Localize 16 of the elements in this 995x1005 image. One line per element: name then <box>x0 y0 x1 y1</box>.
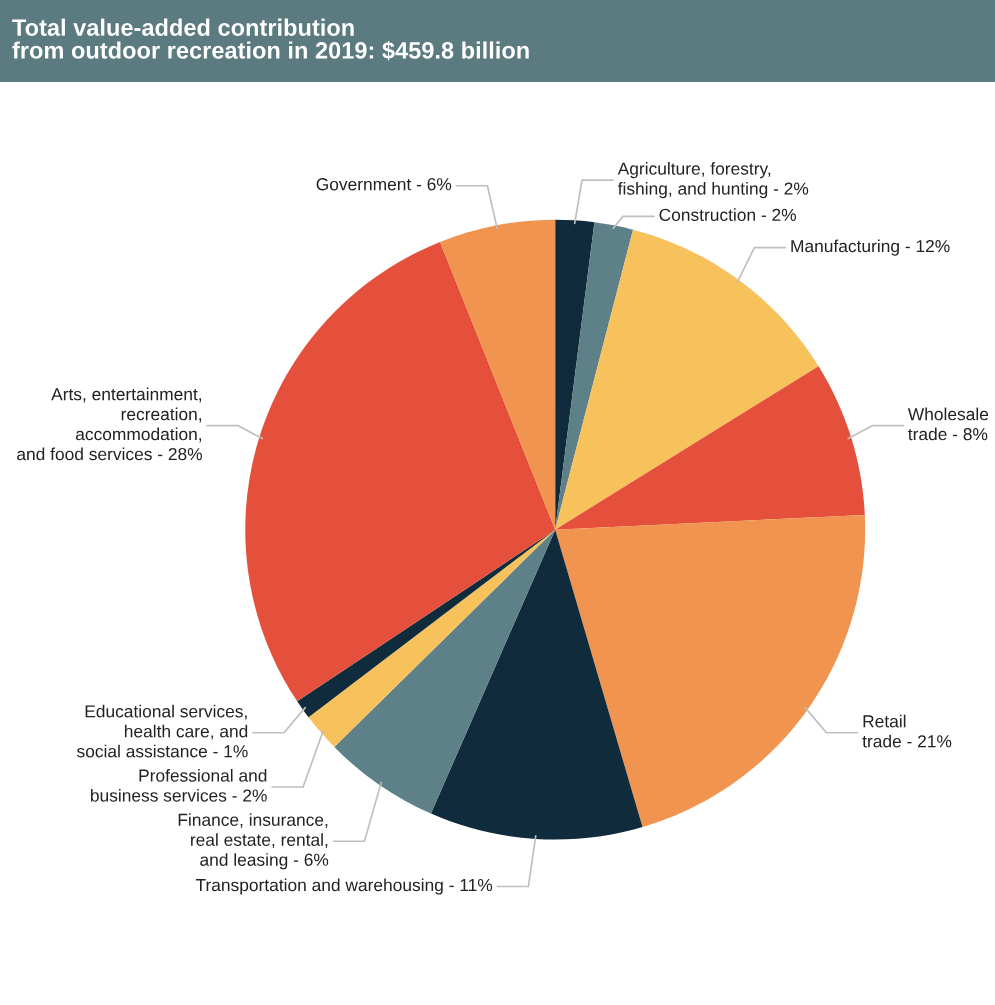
slice-label: Retail trade - 21% <box>862 714 952 748</box>
slice-label: Finance, insurance, real estate, rental, and leasing - 6% <box>178 813 329 870</box>
slice-label: Agriculture, forestry, fishing, and hunting - 2% <box>617 162 809 199</box>
slice-label: Arts, entertainment, recreation, accommodation, and food services - 28% <box>17 387 202 461</box>
slice-label: Construction - 2% <box>659 208 797 222</box>
slice-label: Educational services, health care, and social assistance - 1% <box>77 704 248 758</box>
pie-slice <box>334 529 556 814</box>
slice-label: Professional and business services - 2% <box>91 768 267 802</box>
chart-title: Total value-added contribution from outdoor recreation in 2019: $459.8 billion <box>12 18 529 61</box>
pie-slice <box>440 219 556 530</box>
pie-slice <box>555 219 595 530</box>
slice-label: Government - 6% <box>316 178 452 191</box>
pie-slice <box>555 222 634 530</box>
slice-label: Wholesale trade - 8% <box>907 407 989 441</box>
slice-label: Transportation and warehousing - 11% <box>195 878 493 895</box>
slice-label: Manufacturing - 12% <box>791 239 950 256</box>
